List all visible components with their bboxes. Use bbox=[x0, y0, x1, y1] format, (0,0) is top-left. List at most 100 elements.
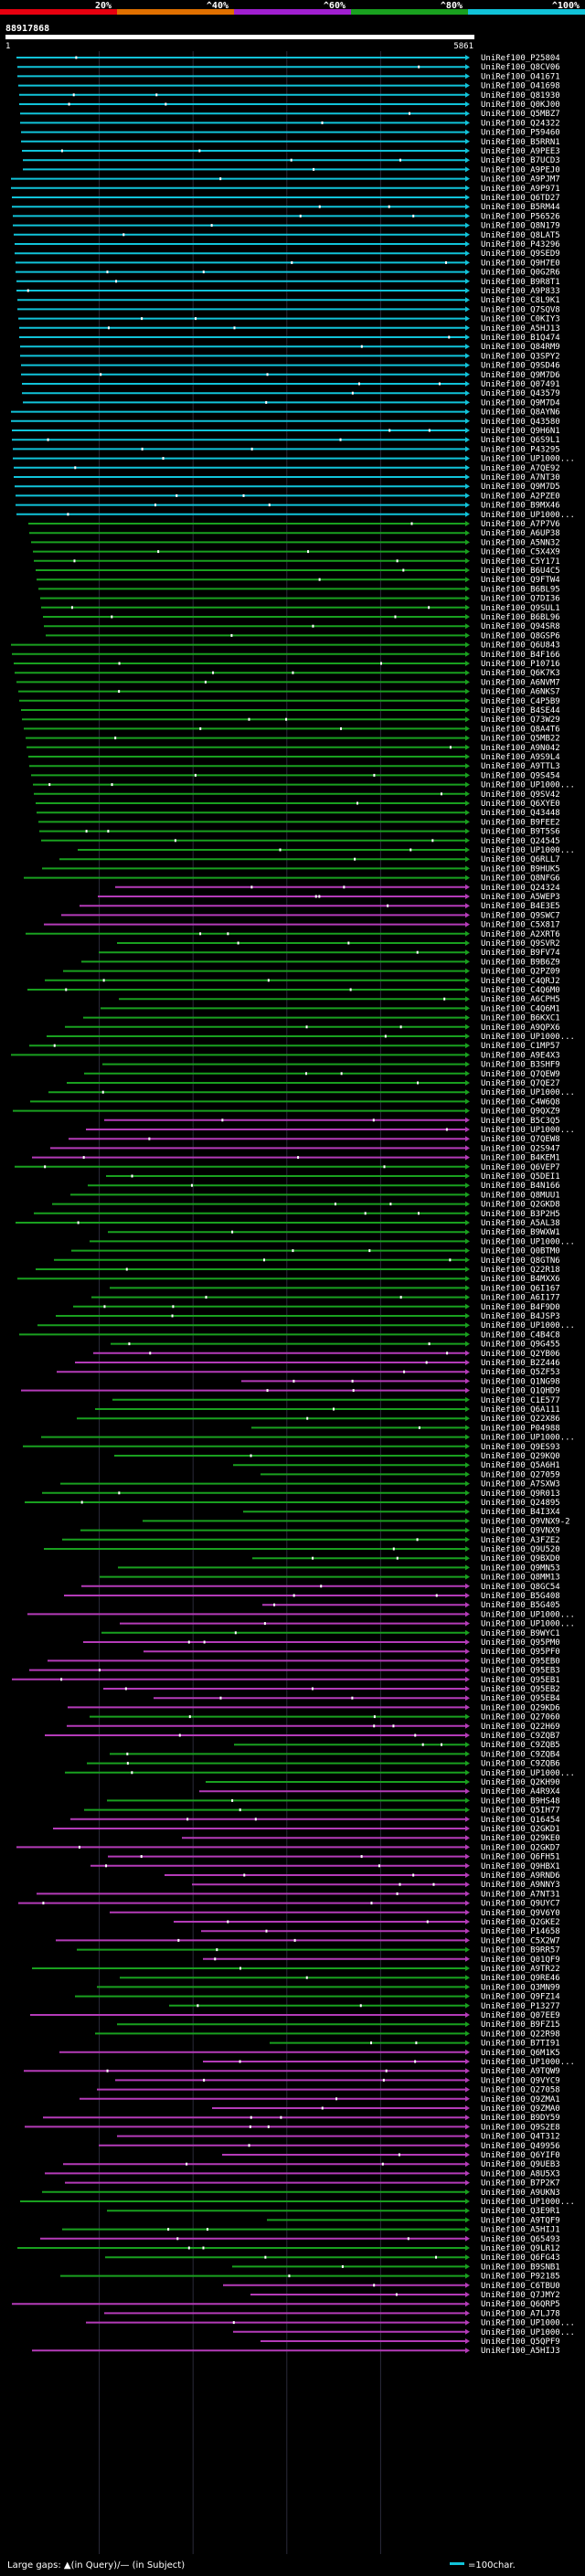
hit-label[interactable]: UniRef100_Q29KD6 bbox=[481, 1703, 560, 1712]
hit-label[interactable]: UniRef100_Q29KQ0 bbox=[481, 1452, 560, 1461]
hit-label[interactable]: UniRef100_Q6FH51 bbox=[481, 1853, 560, 1862]
hit-label[interactable]: UniRef100_Q9BXD0 bbox=[481, 1554, 560, 1564]
hit-label[interactable]: UniRef100_A4R9X4 bbox=[481, 1787, 560, 1797]
hit-label[interactable]: UniRef100_Q94SR8 bbox=[481, 622, 560, 631]
hit-label[interactable]: UniRef100_Q5QPF9 bbox=[481, 2337, 560, 2347]
hit-label[interactable]: UniRef100_A5HIJ3 bbox=[481, 2347, 560, 2356]
hit-label[interactable]: UniRef100_B4MXX6 bbox=[481, 1275, 560, 1284]
hit-label[interactable]: UniRef100_C4W6Q8 bbox=[481, 1097, 560, 1107]
hit-label[interactable]: UniRef100_P10716 bbox=[481, 660, 560, 669]
hit-label[interactable]: UniRef100_UP1000... bbox=[481, 2328, 575, 2337]
hit-label[interactable]: UniRef100_A9S9L4 bbox=[481, 753, 560, 762]
hit-label[interactable]: UniRef100_B4JSP3 bbox=[481, 1312, 560, 1321]
hit-label[interactable]: UniRef100_A7SXW3 bbox=[481, 1480, 560, 1489]
hit-label[interactable]: UniRef100_A9PJM7 bbox=[481, 175, 560, 185]
hit-label[interactable]: UniRef100_Q9SV42 bbox=[481, 790, 560, 800]
hit-label[interactable]: UniRef100_C9ZQB7 bbox=[481, 1732, 560, 1741]
hit-label[interactable]: UniRef100_Q81930 bbox=[481, 91, 560, 101]
hit-label[interactable]: UniRef100_Q22R18 bbox=[481, 1266, 560, 1275]
hit-label[interactable]: UniRef100_C0KIY3 bbox=[481, 315, 560, 324]
hit-label[interactable]: UniRef100_UP1000... bbox=[481, 1434, 575, 1443]
hit-label[interactable]: UniRef100_Q6S9L1 bbox=[481, 436, 560, 445]
hit-label[interactable]: UniRef100_Q8GTN6 bbox=[481, 1256, 560, 1266]
hit-label[interactable]: UniRef100_Q01QF9 bbox=[481, 1956, 560, 1965]
hit-label[interactable]: UniRef100_C4QRJ2 bbox=[481, 977, 560, 986]
hit-label[interactable]: UniRef100_Q95EB3 bbox=[481, 1667, 560, 1676]
hit-label[interactable]: UniRef100_A5WEP3 bbox=[481, 893, 560, 902]
hit-label[interactable]: UniRef100_Q5ZF53 bbox=[481, 1368, 560, 1377]
hit-label[interactable]: UniRef100_A6I177 bbox=[481, 1294, 560, 1303]
hit-label[interactable]: UniRef100_Q8MUU1 bbox=[481, 1191, 560, 1200]
hit-label[interactable]: UniRef100_A9PEE3 bbox=[481, 147, 560, 156]
hit-label[interactable]: UniRef100_Q8NFG6 bbox=[481, 875, 560, 884]
hit-label[interactable]: UniRef100_Q9R013 bbox=[481, 1489, 560, 1499]
hit-label[interactable]: UniRef100_B9RR57 bbox=[481, 1946, 560, 1956]
hit-label[interactable]: UniRef100_Q0BTM0 bbox=[481, 1247, 560, 1256]
hit-label[interactable]: UniRef100_P56526 bbox=[481, 212, 560, 221]
hit-label[interactable]: UniRef100_P25804 bbox=[481, 54, 560, 63]
hit-label[interactable]: UniRef100_B9FV74 bbox=[481, 949, 560, 958]
hit-label[interactable]: UniRef100_A6NKS7 bbox=[481, 688, 560, 697]
hit-label[interactable]: UniRef100_Q0G2R6 bbox=[481, 269, 560, 278]
hit-label[interactable]: UniRef100_A7P7V6 bbox=[481, 520, 560, 529]
hit-label[interactable]: UniRef100_Q8AYN6 bbox=[481, 408, 560, 418]
hit-label[interactable]: UniRef100_C4Q6M1 bbox=[481, 1004, 560, 1013]
hit-label[interactable]: UniRef100_Q9SD46 bbox=[481, 362, 560, 371]
hit-label[interactable]: UniRef100_A9P971 bbox=[481, 185, 560, 194]
hit-label[interactable]: UniRef100_Q9FZ14 bbox=[481, 1993, 560, 2002]
hit-label[interactable]: UniRef100_B2Z446 bbox=[481, 1359, 560, 1368]
hit-label[interactable]: UniRef100_Q22H69 bbox=[481, 1723, 560, 1732]
hit-label[interactable]: UniRef100_C5X4X9 bbox=[481, 548, 560, 557]
hit-label[interactable]: UniRef100_Q24895 bbox=[481, 1499, 560, 1508]
hit-label[interactable]: UniRef100_Q6U843 bbox=[481, 641, 560, 651]
hit-label[interactable]: UniRef100_A9P833 bbox=[481, 287, 560, 296]
hit-label[interactable]: UniRef100_P04988 bbox=[481, 1424, 560, 1433]
hit-label[interactable]: UniRef100_Q2GKD1 bbox=[481, 1825, 560, 1834]
hit-label[interactable]: UniRef100_Q65493 bbox=[481, 2235, 560, 2244]
hit-label[interactable]: UniRef100_B7P2K7 bbox=[481, 2179, 560, 2189]
hit-label[interactable]: UniRef100_B9WXW1 bbox=[481, 1228, 560, 1237]
hit-label[interactable]: UniRef100_Q7QEW8 bbox=[481, 1135, 560, 1144]
hit-label[interactable]: UniRef100_Q5DEI1 bbox=[481, 1172, 560, 1182]
hit-label[interactable]: UniRef100_B4F9D0 bbox=[481, 1303, 560, 1312]
hit-label[interactable]: UniRef100_A9TQW9 bbox=[481, 2067, 560, 2076]
hit-label[interactable]: UniRef100_C9ZQB5 bbox=[481, 1741, 560, 1750]
hit-label[interactable]: UniRef100_Q22R98 bbox=[481, 2030, 560, 2039]
hit-label[interactable]: UniRef100_A7LJ78 bbox=[481, 2309, 560, 2318]
hit-label[interactable]: UniRef100_C1E577 bbox=[481, 1396, 560, 1405]
hit-label[interactable]: UniRef100_Q6RLL7 bbox=[481, 855, 560, 864]
hit-label[interactable]: UniRef100_B9R8T1 bbox=[481, 278, 560, 287]
hit-label[interactable]: UniRef100_B3SHF9 bbox=[481, 1061, 560, 1070]
hit-label[interactable]: UniRef100_B5RRN1 bbox=[481, 138, 560, 147]
hit-label[interactable]: UniRef100_Q16454 bbox=[481, 1816, 560, 1825]
hit-label[interactable]: UniRef100_Q5MB22 bbox=[481, 735, 560, 744]
hit-label[interactable]: UniRef100_A5NN32 bbox=[481, 538, 560, 547]
hit-label[interactable]: UniRef100_B6KXC1 bbox=[481, 1014, 560, 1023]
hit-label[interactable]: UniRef100_Q6I167 bbox=[481, 1284, 560, 1293]
hit-label[interactable]: UniRef100_C1MP57 bbox=[481, 1042, 560, 1051]
hit-label[interactable]: UniRef100_Q6VEP7 bbox=[481, 1163, 560, 1172]
hit-label[interactable]: UniRef100_A5HJ13 bbox=[481, 324, 560, 334]
hit-label[interactable]: UniRef100_UP1000... bbox=[481, 1126, 575, 1135]
hit-label[interactable]: UniRef100_Q0KJ00 bbox=[481, 101, 560, 110]
hit-label[interactable]: UniRef100_A9N042 bbox=[481, 744, 560, 753]
hit-label[interactable]: UniRef100_A9TQF9 bbox=[481, 2216, 560, 2225]
hit-label[interactable]: UniRef100_Q6A111 bbox=[481, 1405, 560, 1415]
hit-label[interactable]: UniRef100_A7QE92 bbox=[481, 464, 560, 473]
hit-label[interactable]: UniRef100_Q95EB1 bbox=[481, 1676, 560, 1685]
hit-label[interactable]: UniRef100_Q49956 bbox=[481, 2142, 560, 2151]
hit-label[interactable]: UniRef100_Q7SQV8 bbox=[481, 305, 560, 314]
hit-label[interactable]: UniRef100_Q8N179 bbox=[481, 222, 560, 231]
hit-label[interactable]: UniRef100_B9T5S6 bbox=[481, 828, 560, 837]
hit-label[interactable]: UniRef100_A9RND6 bbox=[481, 1871, 560, 1881]
hit-label[interactable]: UniRef100_B9SNB1 bbox=[481, 2263, 560, 2272]
hit-label[interactable]: UniRef100_Q95PM0 bbox=[481, 1638, 560, 1648]
hit-label[interactable]: UniRef100_B5C3Q5 bbox=[481, 1117, 560, 1126]
hit-label[interactable]: UniRef100_B4KEM1 bbox=[481, 1154, 560, 1163]
hit-label[interactable]: UniRef100_Q3SPY2 bbox=[481, 352, 560, 361]
hit-label[interactable]: UniRef100_Q9UEB3 bbox=[481, 2160, 560, 2169]
hit-label[interactable]: UniRef100_B9FEE2 bbox=[481, 818, 560, 827]
hit-label[interactable]: UniRef100_Q2KH90 bbox=[481, 1778, 560, 1787]
hit-label[interactable]: UniRef100_Q9SUL1 bbox=[481, 604, 560, 613]
hit-label[interactable]: UniRef100_Q1QHD9 bbox=[481, 1387, 560, 1396]
